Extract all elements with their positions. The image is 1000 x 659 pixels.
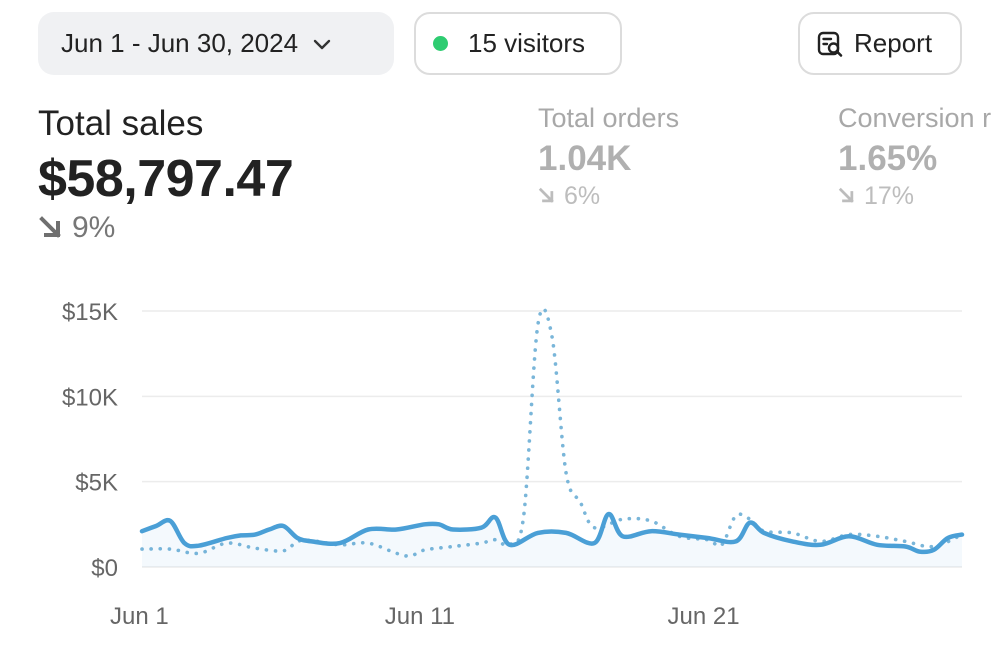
conversion-rate-label: Conversion r (838, 103, 992, 133)
sales-line-chart[interactable]: $0 $5K $10K $15K Jun 1 Jun 11 Jun 21 (0, 280, 1000, 650)
total-sales-label: Total sales (38, 104, 204, 143)
y-tick-label: $5K (75, 470, 118, 497)
chevron-down-icon (313, 39, 331, 49)
live-visitors-button[interactable]: 15 visitors (414, 12, 622, 75)
conversion-rate-value: 1.65% (838, 139, 938, 178)
previous-period-line (140, 307, 964, 558)
total-sales-change: 9% (38, 210, 293, 246)
live-status-dot (433, 36, 448, 51)
total-sales-value: $58,797.47 (38, 150, 294, 208)
total-orders-label: Total orders (538, 103, 680, 133)
y-tick-label: $0 (91, 555, 118, 582)
total-orders-metric[interactable]: Total orders 1.04K 6% (538, 102, 679, 211)
conversion-rate-change-value: 17% (864, 182, 915, 210)
y-tick-label: $15K (62, 299, 118, 326)
total-sales-metric[interactable]: Total sales $58,797.47 9% (38, 104, 294, 246)
date-range-selector[interactable]: Jun 1 - Jun 30, 2024 (38, 12, 394, 75)
trend-down-arrow-icon (838, 187, 854, 203)
x-tick-label: Jun 1 (110, 603, 169, 630)
x-tick-label: Jun 11 (385, 603, 455, 630)
y-tick-label: $10K (62, 384, 118, 411)
current-period-line (139, 511, 965, 555)
report-search-icon (817, 31, 843, 57)
visitors-count: 15 visitors (468, 28, 586, 58)
total-orders-change: 6% (538, 181, 679, 211)
trend-down-arrow-icon (39, 216, 61, 238)
x-tick-label: Jun 21 (668, 603, 740, 630)
conversion-rate-metric[interactable]: Conversion r 1.65% 17% (838, 102, 991, 211)
total-orders-change-value: 6% (564, 182, 601, 210)
total-orders-value: 1.04K (538, 139, 632, 178)
trend-down-arrow-icon (538, 187, 554, 203)
report-button[interactable]: Report (798, 12, 962, 75)
report-label: Report (854, 28, 933, 58)
conversion-rate-change: 17% (838, 181, 991, 211)
date-range-label: Jun 1 - Jun 30, 2024 (61, 28, 299, 58)
total-sales-change-value: 9% (72, 211, 116, 244)
